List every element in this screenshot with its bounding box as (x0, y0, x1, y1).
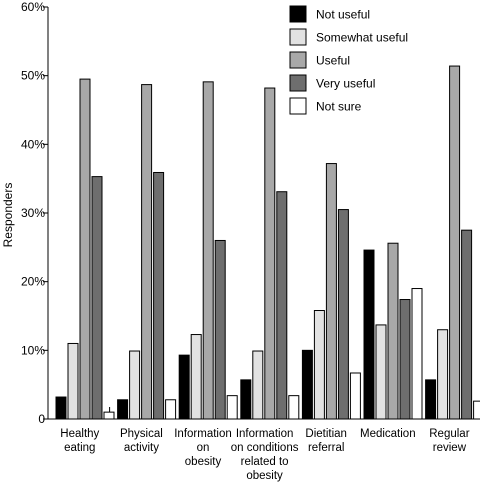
legend-swatch (289, 28, 307, 46)
y-tick-label: 40% (21, 137, 45, 151)
bar-very-useful (153, 171, 165, 420)
bar-somewhat-useful (67, 342, 79, 420)
legend-label: Not sure (316, 100, 362, 114)
category-label: Physical (120, 428, 163, 440)
category-label: activity (124, 442, 159, 454)
bar-very-useful (91, 176, 103, 420)
bar-not-sure (103, 411, 115, 420)
bar-useful (449, 65, 461, 420)
category-label: referral (308, 442, 344, 454)
bar-very-useful (461, 229, 473, 420)
legend-swatch (289, 97, 307, 115)
legend-label: Useful (316, 54, 350, 68)
legend-swatch (289, 51, 307, 69)
category-label: review (433, 442, 467, 454)
bar-useful (264, 87, 276, 420)
category-label: Information (174, 428, 232, 440)
bar-somewhat-useful (375, 324, 387, 420)
bars (55, 65, 480, 420)
bar-not-useful (178, 354, 190, 420)
category-label: eating (64, 442, 95, 454)
category-label: Dietitian (305, 428, 347, 440)
y-tick-label: 60% (21, 0, 45, 14)
category-label: Medication (360, 428, 416, 440)
legend-label: Somewhat useful (316, 31, 408, 45)
legend-swatch (289, 5, 307, 23)
bar-not-sure (349, 372, 361, 420)
bar-useful (387, 242, 399, 420)
bar-very-useful (276, 191, 288, 420)
category-label: Information (236, 428, 294, 440)
bar-not-useful (240, 379, 252, 420)
y-tick-label: 30% (21, 206, 45, 220)
bar-useful (141, 84, 153, 420)
bar-very-useful (337, 209, 349, 420)
bar-somewhat-useful (190, 334, 202, 420)
legend: Not useful Somewhat useful Useful Very usef… (289, 5, 408, 115)
bar-very-useful (214, 239, 226, 420)
y-tick-label: 10% (21, 343, 45, 357)
bar-not-useful (363, 249, 375, 420)
category-label: on conditions (231, 442, 299, 454)
y-tick-label: 50% (21, 69, 45, 83)
category-label: obesity (246, 470, 283, 482)
bar-not-useful (117, 399, 129, 420)
y-axis-label: Responders (1, 183, 15, 248)
bar-very-useful (399, 299, 411, 420)
category-label: Healthy (60, 428, 99, 440)
bar-somewhat-useful (252, 350, 264, 420)
bar-not-useful (55, 396, 67, 420)
bar-not-sure (288, 395, 300, 420)
y-tick-label: 0 (38, 412, 45, 426)
legend-swatch (289, 74, 307, 92)
y-tick-label: 20% (21, 275, 45, 289)
category-label: obesity (185, 456, 222, 468)
bar-somewhat-useful (437, 329, 449, 420)
bar-not-sure (226, 395, 238, 420)
category-label: related to (241, 456, 289, 468)
bar-not-sure (473, 400, 480, 420)
bar-somewhat-useful (313, 310, 325, 420)
category-label: on (197, 442, 210, 454)
bar-useful (79, 78, 91, 420)
bar-not-sure (165, 399, 177, 420)
bar-somewhat-useful (129, 350, 141, 420)
bar-not-sure (411, 288, 423, 420)
bar-not-useful (301, 349, 313, 420)
bar-not-useful (425, 379, 437, 420)
legend-label: Very useful (316, 77, 375, 91)
bar-useful (325, 163, 337, 420)
category-label: Regular (429, 428, 469, 440)
legend-label: Not useful (316, 8, 370, 22)
bar-useful (202, 81, 214, 420)
category-labels: Healthy eating Physical activity Information… (60, 428, 469, 482)
